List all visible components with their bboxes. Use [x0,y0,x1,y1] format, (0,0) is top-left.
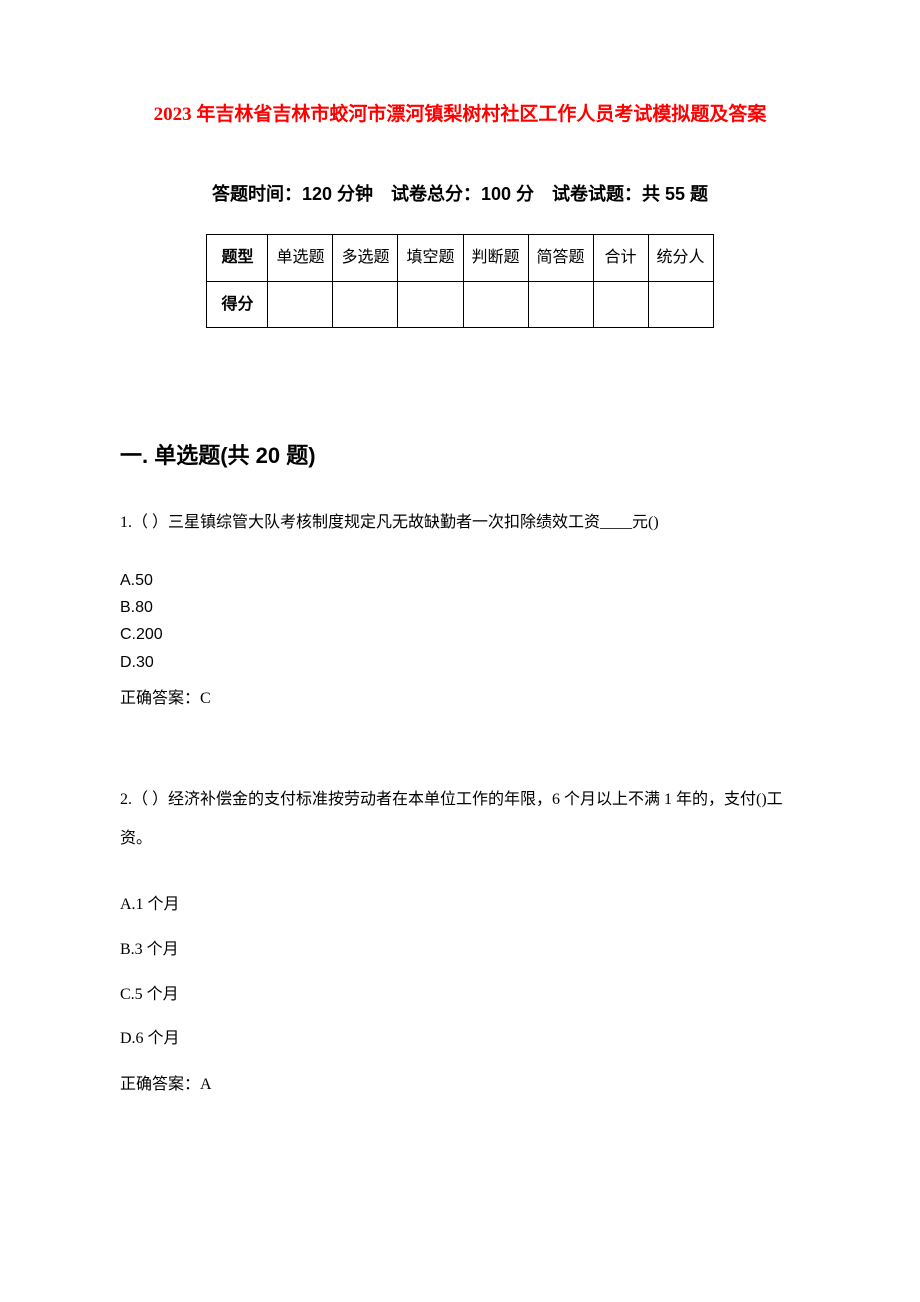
score-cell [398,281,463,328]
table-score-row: 得分 [207,281,713,328]
option-b: B.3 个月 [120,928,800,973]
section-heading: 一. 单选题(共 20 题) [120,438,800,473]
question-options: A.1 个月 B.3 个月 C.5 个月 D.6 个月 [120,883,800,1062]
table-header-row: 题型 单选题 多选题 填空题 判断题 简答题 合计 统分人 [207,235,713,282]
score-cell [648,281,713,328]
score-cell [268,281,333,328]
question-text: 1.（ ）三星镇综管大队考核制度规定凡无故缺勤者一次扣除绩效工资____元() [120,504,800,542]
option-a: A.1 个月 [120,883,800,928]
score-table: 题型 单选题 多选题 填空题 判断题 简答题 合计 统分人 得分 [206,234,713,328]
option-c: C.200 [120,621,800,648]
question-text: 2.（ ）经济补偿金的支付标准按劳动者在本单位工作的年限，6 个月以上不满 1 … [120,781,800,858]
option-d: D.30 [120,649,800,676]
exam-title: 2023 年吉林省吉林市蛟河市漂河镇梨树村社区工作人员考试模拟题及答案 [120,100,800,130]
exam-subtitle: 答题时间：120 分钟 试卷总分：100 分 试卷试题：共 55 题 [120,180,800,209]
score-cell [463,281,528,328]
option-c: C.5 个月 [120,973,800,1018]
header-cell: 统分人 [648,235,713,282]
question-1: 1.（ ）三星镇综管大队考核制度规定凡无故缺勤者一次扣除绩效工资____元() … [120,504,800,712]
header-cell: 填空题 [398,235,463,282]
option-b: B.80 [120,594,800,621]
score-cell [593,281,648,328]
question-options: A.50 B.80 C.200 D.30 [120,567,800,676]
header-cell: 简答题 [528,235,593,282]
question-2: 2.（ ）经济补偿金的支付标准按劳动者在本单位工作的年限，6 个月以上不满 1 … [120,781,800,1098]
score-row-label: 得分 [207,281,268,328]
header-cell: 判断题 [463,235,528,282]
score-cell [333,281,398,328]
answer-text: 正确答案：A [120,1072,800,1098]
header-cell: 多选题 [333,235,398,282]
header-cell: 合计 [593,235,648,282]
answer-text: 正确答案：C [120,686,800,712]
option-a: A.50 [120,567,800,594]
header-cell: 单选题 [268,235,333,282]
header-cell: 题型 [207,235,268,282]
option-d: D.6 个月 [120,1017,800,1062]
score-cell [528,281,593,328]
